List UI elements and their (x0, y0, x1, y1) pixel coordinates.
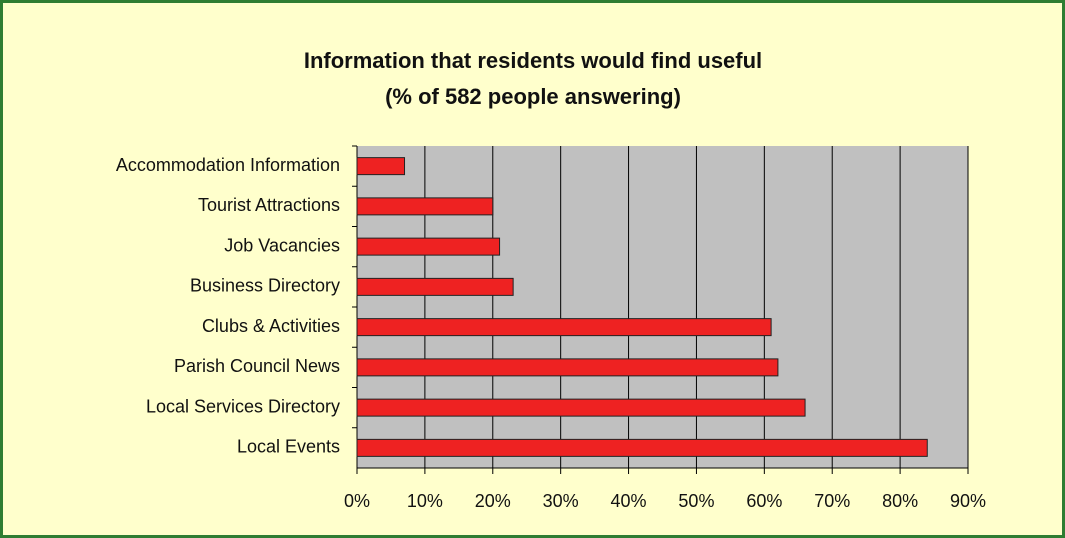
bar (356, 237, 501, 256)
y-tick-label: Parish Council News (174, 356, 340, 376)
x-tick-label: 30% (543, 491, 579, 511)
bar (356, 358, 779, 377)
bar (356, 197, 494, 216)
chart-subtitle: (% of 582 people answering) (385, 84, 681, 109)
x-tick-label: 50% (678, 491, 714, 511)
x-tick-label: 0% (344, 491, 370, 511)
bar (356, 277, 514, 296)
x-tick-label: 90% (950, 491, 986, 511)
x-tick-label: 80% (882, 491, 918, 511)
bar (356, 318, 772, 337)
x-tick-label: 40% (611, 491, 647, 511)
y-tick-label: Tourist Attractions (198, 195, 340, 215)
y-tick-label: Accommodation Information (116, 155, 340, 175)
chart-title: Information that residents would find us… (304, 48, 762, 73)
bar (356, 438, 928, 457)
y-tick-label: Job Vacancies (224, 235, 340, 255)
y-tick-label: Local Services Directory (146, 396, 340, 416)
y-tick-label: Local Events (237, 437, 340, 457)
x-tick-label: 10% (407, 491, 443, 511)
plot-area (357, 146, 968, 468)
bar (356, 398, 806, 417)
bar (356, 157, 406, 176)
x-tick-label: 60% (746, 491, 782, 511)
y-tick-label: Clubs & Activities (202, 316, 340, 336)
x-tick-label: 20% (475, 491, 511, 511)
x-tick-label: 70% (814, 491, 850, 511)
y-tick-label: Business Directory (190, 276, 340, 296)
